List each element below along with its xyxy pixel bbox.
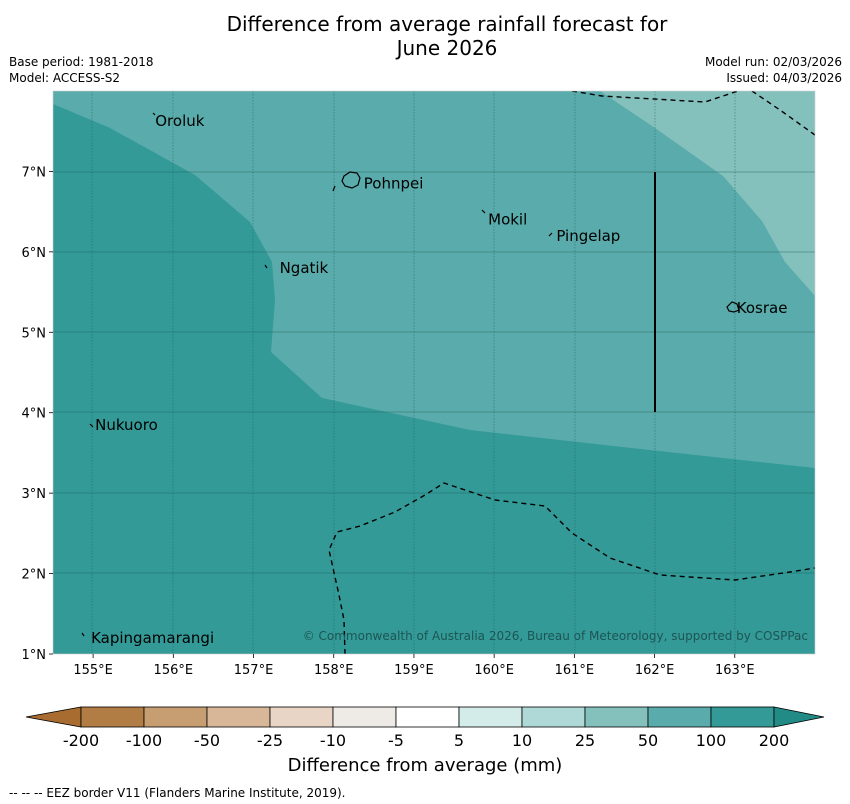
colorbar-segment: [647, 706, 712, 728]
place-label-ngatik: Ngatik: [280, 259, 329, 277]
latitude-ticks: 1°N 2°N 3°N 4°N 5°N 6°N 7°N: [22, 165, 53, 663]
title-line-2: June 2026: [396, 36, 498, 60]
lon-tick-label: 155°E: [73, 663, 113, 678]
colorbar-extend-high: [773, 706, 825, 728]
title-line-1: Difference from average rainfall forecas…: [226, 12, 668, 36]
colorbar-segment: [80, 706, 145, 728]
place-label-pingelap: Pingelap: [556, 227, 620, 245]
colorbar-segment: [395, 706, 460, 728]
map-frame: [52, 90, 816, 655]
lat-tick-label: 1°N: [22, 648, 47, 663]
colorbar-label: 25: [575, 731, 595, 750]
model-text: Model: ACCESS-S2: [9, 71, 121, 85]
meta-left: Base period: 1981-2018 Model: ACCESS-S2: [9, 54, 154, 86]
colorbar-segment: [710, 706, 775, 728]
eez-borders: [328, 91, 815, 654]
base-period-text: Base period: 1981-2018: [9, 55, 154, 69]
rainfall-band-50-100: [53, 91, 815, 468]
colorbar-label: -25: [257, 731, 283, 750]
colorbar-label: 5: [454, 731, 464, 750]
lon-tick-label: 161°E: [555, 663, 595, 678]
colorbar-segment: [521, 706, 586, 728]
colorbar-segment: [332, 706, 397, 728]
colorbar-label: -5: [388, 731, 404, 750]
place-label-kapingamarangi: Kapingamarangi: [91, 629, 214, 647]
lon-tick-label: 160°E: [474, 663, 514, 678]
colorbar-label: 200: [759, 731, 790, 750]
place-label-mokil: Mokil: [488, 211, 527, 229]
lat-tick-label: 2°N: [22, 568, 47, 583]
colorbar-label: -100: [126, 731, 162, 750]
colorbar-label: -50: [194, 731, 220, 750]
lat-tick-label: 6°N: [22, 246, 47, 261]
lon-tick-label: 156°E: [154, 663, 194, 678]
lat-tick-label: 5°N: [22, 326, 47, 341]
place-label-kosrae: Kosrae: [737, 299, 788, 317]
lon-tick-label: 157°E: [234, 663, 274, 678]
model-run-text: Model run: 02/03/2026: [704, 55, 842, 69]
rainfall-band-25-50: [600, 91, 815, 296]
island-outlines: [81, 112, 740, 637]
colorbar-label: 100: [696, 731, 727, 750]
colorbar-label: -200: [63, 731, 99, 750]
lon-tick-label: 158°E: [314, 663, 354, 678]
map-field: Oroluk Pohnpei Mokil Pingelap Ngatik Kosrae Nu…: [53, 91, 815, 654]
colorbar-segment: [143, 706, 208, 728]
lon-tick-label: 159°E: [394, 663, 434, 678]
lat-tick-label: 4°N: [22, 407, 47, 422]
lon-tick-label: 163°E: [715, 663, 755, 678]
place-label-nukuoro: Nukuoro: [95, 416, 158, 434]
colorbar-segment: [206, 706, 271, 728]
colorbar-label: -10: [320, 731, 346, 750]
place-label-oroluk: Oroluk: [155, 112, 204, 130]
place-labels: Oroluk Pohnpei Mokil Pingelap Ngatik Kosrae Nu…: [91, 112, 787, 647]
pohnpei-island-outline: [341, 171, 361, 189]
eez-footnote: -- -- -- EEZ border V11 (Flanders Marine…: [9, 786, 346, 800]
lat-tick-label: 3°N: [22, 487, 47, 502]
colorbar-extend-low: [25, 706, 82, 728]
place-label-pohnpei: Pohnpei: [364, 174, 424, 192]
issued-text: Issued: 04/03/2026: [726, 71, 842, 85]
eez-border-north: [571, 91, 739, 103]
colorbar-segment: [584, 706, 649, 728]
longitude-ticks: 155°E 156°E 157°E 158°E 159°E 160°E 161°E 162°E…: [73, 654, 755, 678]
colorbar-title: Difference from average (mm): [287, 755, 563, 776]
lat-tick-label: 7°N: [22, 165, 47, 180]
lon-tick-label: 162°E: [635, 663, 675, 678]
colorbar-segment: [269, 706, 334, 728]
chart-title: Difference from average rainfall forecas…: [0, 12, 850, 60]
map-gridlines: [53, 91, 815, 654]
eez-border-south: [328, 482, 815, 654]
colorbar-segment: [458, 706, 523, 728]
colorbar-label: 10: [512, 731, 532, 750]
colorbar-label: 50: [638, 731, 658, 750]
colorbar: -200 -100 -50 -25 -10 -5 5 10 25 50 100 200: [25, 706, 825, 750]
eez-border-northeast: [751, 91, 815, 136]
kosrae-island-outline: [726, 301, 740, 313]
copyright-text: © Commonwealth of Australia 2026, Bureau…: [303, 629, 808, 643]
meta-right: Model run: 02/03/2026 Issued: 04/03/2026: [705, 54, 842, 86]
